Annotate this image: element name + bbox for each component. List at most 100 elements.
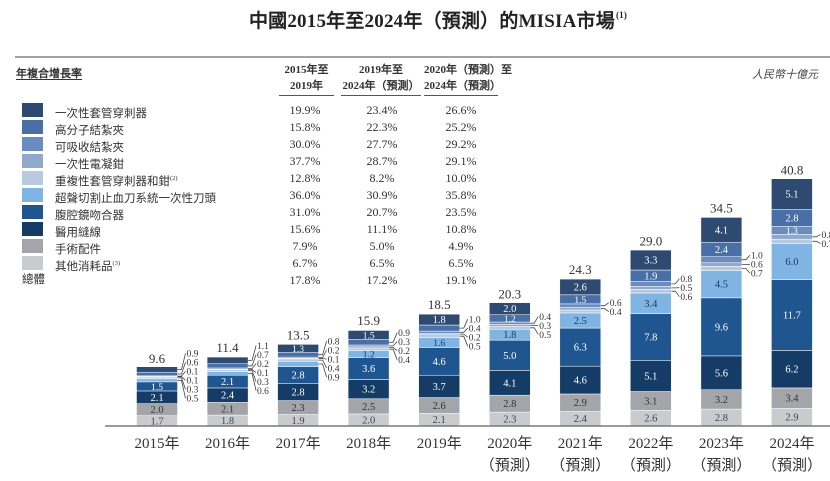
- callout-value-label: 0.5: [680, 284, 692, 294]
- segment-value-label: 2.6: [644, 414, 657, 425]
- bar-segment: [489, 326, 531, 330]
- cagr-value: 10.8%: [445, 222, 477, 236]
- legend-item: 腹腔鏡吻合器: [55, 204, 124, 225]
- segment-value-label: 2.4: [574, 414, 588, 425]
- callout-leader-line: [318, 359, 327, 369]
- callout-leader-line: [530, 316, 539, 324]
- bar-segment: [700, 297, 743, 357]
- callout-leader-line: [248, 345, 257, 361]
- cagr-value: 10.0%: [445, 171, 477, 185]
- column-header-line2: 2024年（預測）: [424, 80, 501, 92]
- top-divider: [15, 56, 830, 58]
- callout-leader-line: [248, 369, 257, 373]
- legend-label: 腹腔鏡吻合器: [55, 210, 124, 222]
- segment-value-label: 1.9: [644, 271, 657, 282]
- segment-value-label: 2.1: [221, 404, 234, 415]
- legend-swatch: [22, 103, 43, 117]
- bar-segment: [136, 371, 178, 377]
- segment-value-label: 1.2: [363, 351, 375, 361]
- legend-label: 一次性套管穿刺器: [55, 108, 147, 120]
- cagr-value: 8.2%: [369, 171, 395, 185]
- legend-item: 一次性套管穿刺器: [55, 102, 147, 123]
- cagr-value: 6.7%: [292, 256, 318, 270]
- cagr-value: 36.0%: [289, 188, 321, 202]
- cagr-value: 28.7%: [366, 154, 398, 168]
- segment-value-label: 6.3: [574, 343, 587, 354]
- segment-value-label: 2.1: [433, 415, 446, 426]
- callout-value-label: 0.6: [187, 359, 199, 369]
- bar-segment: [630, 313, 672, 361]
- segment-value-label: 2.0: [503, 304, 516, 315]
- segment-value-label: 3.4: [644, 299, 658, 310]
- callout-leader-line: [812, 234, 821, 238]
- callout-value-label: 0.7: [821, 240, 830, 250]
- legend-label: 醫用縫線: [55, 227, 101, 239]
- callout-leader-line: [318, 363, 327, 378]
- bar-segment: [700, 262, 743, 267]
- callout-leader-line: [318, 349, 327, 359]
- x-tick-label: 2020年: [487, 435, 532, 452]
- segment-value-label: 2.0: [362, 416, 375, 427]
- segment-value-label: 5.6: [715, 368, 728, 379]
- segment-value-label: 2.8: [503, 399, 516, 410]
- cagr-value: 7.9%: [292, 239, 318, 253]
- cagr-column-header-2015-2019: 2015年至 2019年: [279, 62, 334, 96]
- bars-layer: [136, 178, 813, 427]
- cagr-heading: 年複合增長率: [16, 67, 82, 80]
- segment-value-label: 1.6: [433, 339, 445, 349]
- callout-leader-line: [177, 362, 186, 375]
- bar-total-label: 20.3: [498, 286, 521, 301]
- bar-segment: [347, 344, 390, 348]
- bar-segment: [559, 327, 602, 367]
- segment-value-label: 3.1: [644, 396, 657, 407]
- cagr-value: 26.6%: [445, 103, 477, 117]
- callout-leader-line: [389, 346, 398, 352]
- bar-segment: [418, 313, 460, 326]
- callout-value-label: 0.4: [610, 308, 622, 318]
- chart-title-text: 中國2015年至2024年（預測）的MISIA市場: [248, 11, 615, 32]
- cagr-value: 31.0%: [289, 205, 321, 219]
- bar-segment: [277, 344, 319, 353]
- x-tick-label: 2021年: [558, 435, 603, 452]
- bar-segment: [206, 371, 249, 376]
- column-header-line1: 2019年至: [359, 64, 403, 76]
- bar-segment: [206, 356, 249, 364]
- legend-swatch: [22, 256, 43, 270]
- bar-total-label: 29.0: [639, 234, 662, 249]
- callout-value-label: 0.7: [751, 270, 763, 280]
- legend-swatch: [22, 205, 43, 219]
- callout-value-label: 0.1: [187, 377, 199, 387]
- callout-leader-line: [177, 377, 186, 390]
- bar-segment: [700, 217, 743, 243]
- cagr-value: 4.9%: [448, 239, 474, 253]
- segment-value-label: 6.0: [785, 257, 798, 268]
- bar-total-label: 40.8: [781, 162, 804, 177]
- callout-leader-line: [671, 278, 680, 285]
- x-tick-sublabel: （預測）: [762, 457, 822, 474]
- bar-total-label: 9.6: [149, 351, 166, 366]
- callout-leader-line: [389, 341, 398, 347]
- callout-value-label: 0.8: [328, 337, 340, 347]
- segment-value-label: 2.9: [574, 398, 587, 409]
- x-tick-label: 2015年: [134, 435, 179, 452]
- segment-value-label: 2.6: [433, 401, 446, 412]
- callout-value-label: 0.1: [187, 368, 199, 378]
- segment-value-label: 1.8: [433, 315, 446, 326]
- callout-leader-line: [177, 376, 186, 381]
- bar-total-label: 34.5: [710, 200, 733, 215]
- callout-value-label: 0.2: [257, 360, 269, 370]
- callout-leader-line: [459, 333, 468, 338]
- legend-label: 其他消耗品: [55, 261, 113, 273]
- cagr-column-header-2020-2024: 2020年（預測）至 2024年（預測）: [424, 62, 512, 96]
- legend-item: 手術配件: [55, 238, 101, 259]
- legend-label: 一次性電凝鉗: [55, 159, 124, 171]
- bar-segment: [771, 350, 813, 389]
- segment-value-label: 2.5: [362, 402, 375, 413]
- x-tick-label: 2018年: [346, 435, 391, 452]
- callout-leader-line: [459, 319, 469, 329]
- callout-value-label: 0.4: [469, 325, 481, 335]
- cagr-value: 37.7%: [289, 154, 321, 168]
- labels-layer: 1.72.02.11.50.50.30.10.10.60.99.61.82.12…: [149, 162, 830, 427]
- segment-value-label: 1.5: [574, 296, 586, 306]
- segment-value-label: 5.1: [785, 190, 798, 201]
